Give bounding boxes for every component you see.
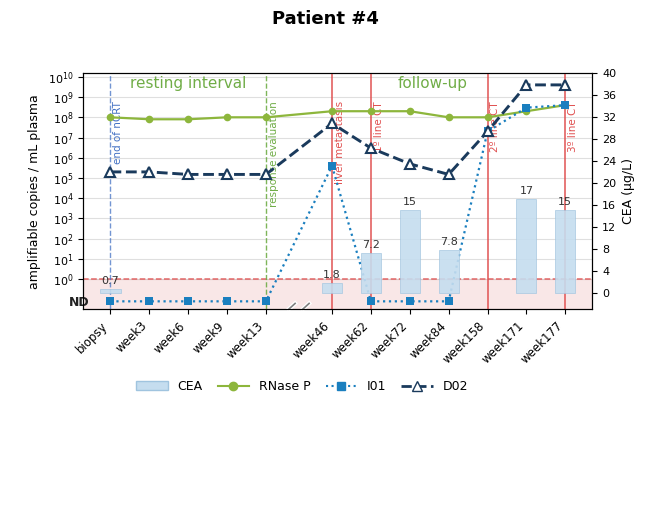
Bar	[361, 253, 381, 293]
Text: 7.2: 7.2	[362, 240, 380, 250]
Text: resting interval: resting interval	[130, 76, 246, 92]
Text: 17: 17	[519, 186, 534, 196]
Bar	[100, 289, 120, 293]
Text: follow-up: follow-up	[398, 76, 468, 92]
Text: response evaluation: response evaluation	[268, 101, 279, 207]
Legend: CEA, RNase P, I01, D02: CEA, RNase P, I01, D02	[131, 375, 473, 398]
Text: 15: 15	[403, 197, 417, 207]
Text: 7.8: 7.8	[439, 237, 458, 246]
Bar	[400, 211, 420, 293]
Text: 1º line CT: 1º line CT	[374, 101, 383, 152]
Bar	[516, 199, 536, 293]
Bar	[439, 250, 459, 293]
Text: 2º line CT: 2º line CT	[490, 101, 501, 152]
Y-axis label: amplifiable copies / mL plasma: amplifiable copies / mL plasma	[28, 94, 41, 289]
Text: 1.8: 1.8	[323, 270, 341, 280]
Text: end of nCRT: end of nCRT	[113, 101, 124, 164]
Text: 3º line CT: 3º line CT	[568, 101, 578, 152]
Text: liver metastasis: liver metastasis	[335, 101, 344, 184]
Text: 0.7: 0.7	[101, 276, 120, 286]
Bar	[322, 283, 342, 293]
Bar	[83, 279, 592, 309]
Text: Patient #4: Patient #4	[272, 10, 378, 29]
Bar	[555, 211, 575, 293]
Text: ND: ND	[68, 296, 89, 309]
Y-axis label: CEA (µg/L): CEA (µg/L)	[622, 158, 635, 224]
Text: 15: 15	[558, 197, 572, 207]
